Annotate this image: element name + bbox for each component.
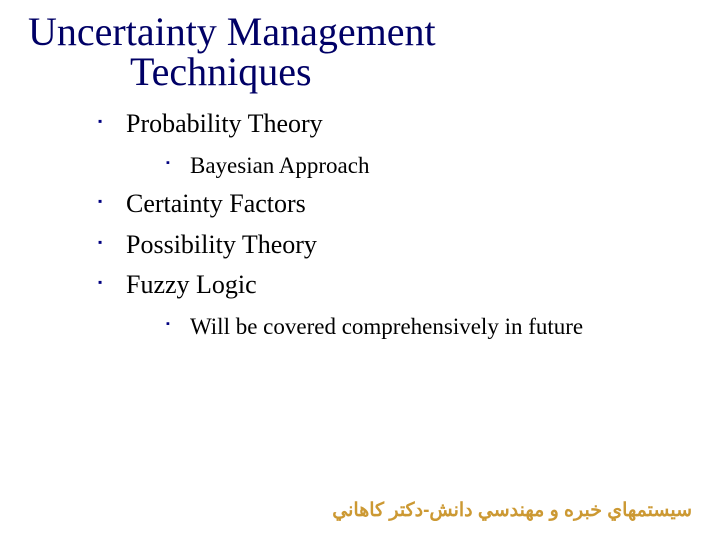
item-label: Possibility Theory [126,230,317,259]
bullet-list: Probability Theory Bayesian Approach Cer… [60,108,680,342]
list-item: Certainty Factors [98,188,680,221]
item-label: Will be covered comprehensively in futur… [190,314,583,339]
title-line1: Uncertainty Management [28,9,436,54]
item-label: Certainty Factors [126,189,306,218]
item-label: Bayesian Approach [190,153,369,178]
sub-list: Bayesian Approach [126,151,680,181]
list-item: Will be covered comprehensively in futur… [166,312,680,342]
list-item: Possibility Theory [98,229,680,262]
list-item: Fuzzy Logic Will be covered comprehensiv… [98,269,680,341]
list-item: Bayesian Approach [166,151,680,181]
item-label: Fuzzy Logic [126,270,257,299]
title-line2: Techniques [28,52,720,92]
list-item: Probability Theory Bayesian Approach [98,108,680,180]
sub-list: Will be covered comprehensively in futur… [126,312,680,342]
item-label: Probability Theory [126,109,323,138]
slide-title: Uncertainty Management Techniques [0,0,720,92]
footer-text: سيستمهاي خبره و مهندسي دانش-دكتر كاهاني [332,499,692,522]
content-area: Probability Theory Bayesian Approach Cer… [0,92,720,342]
